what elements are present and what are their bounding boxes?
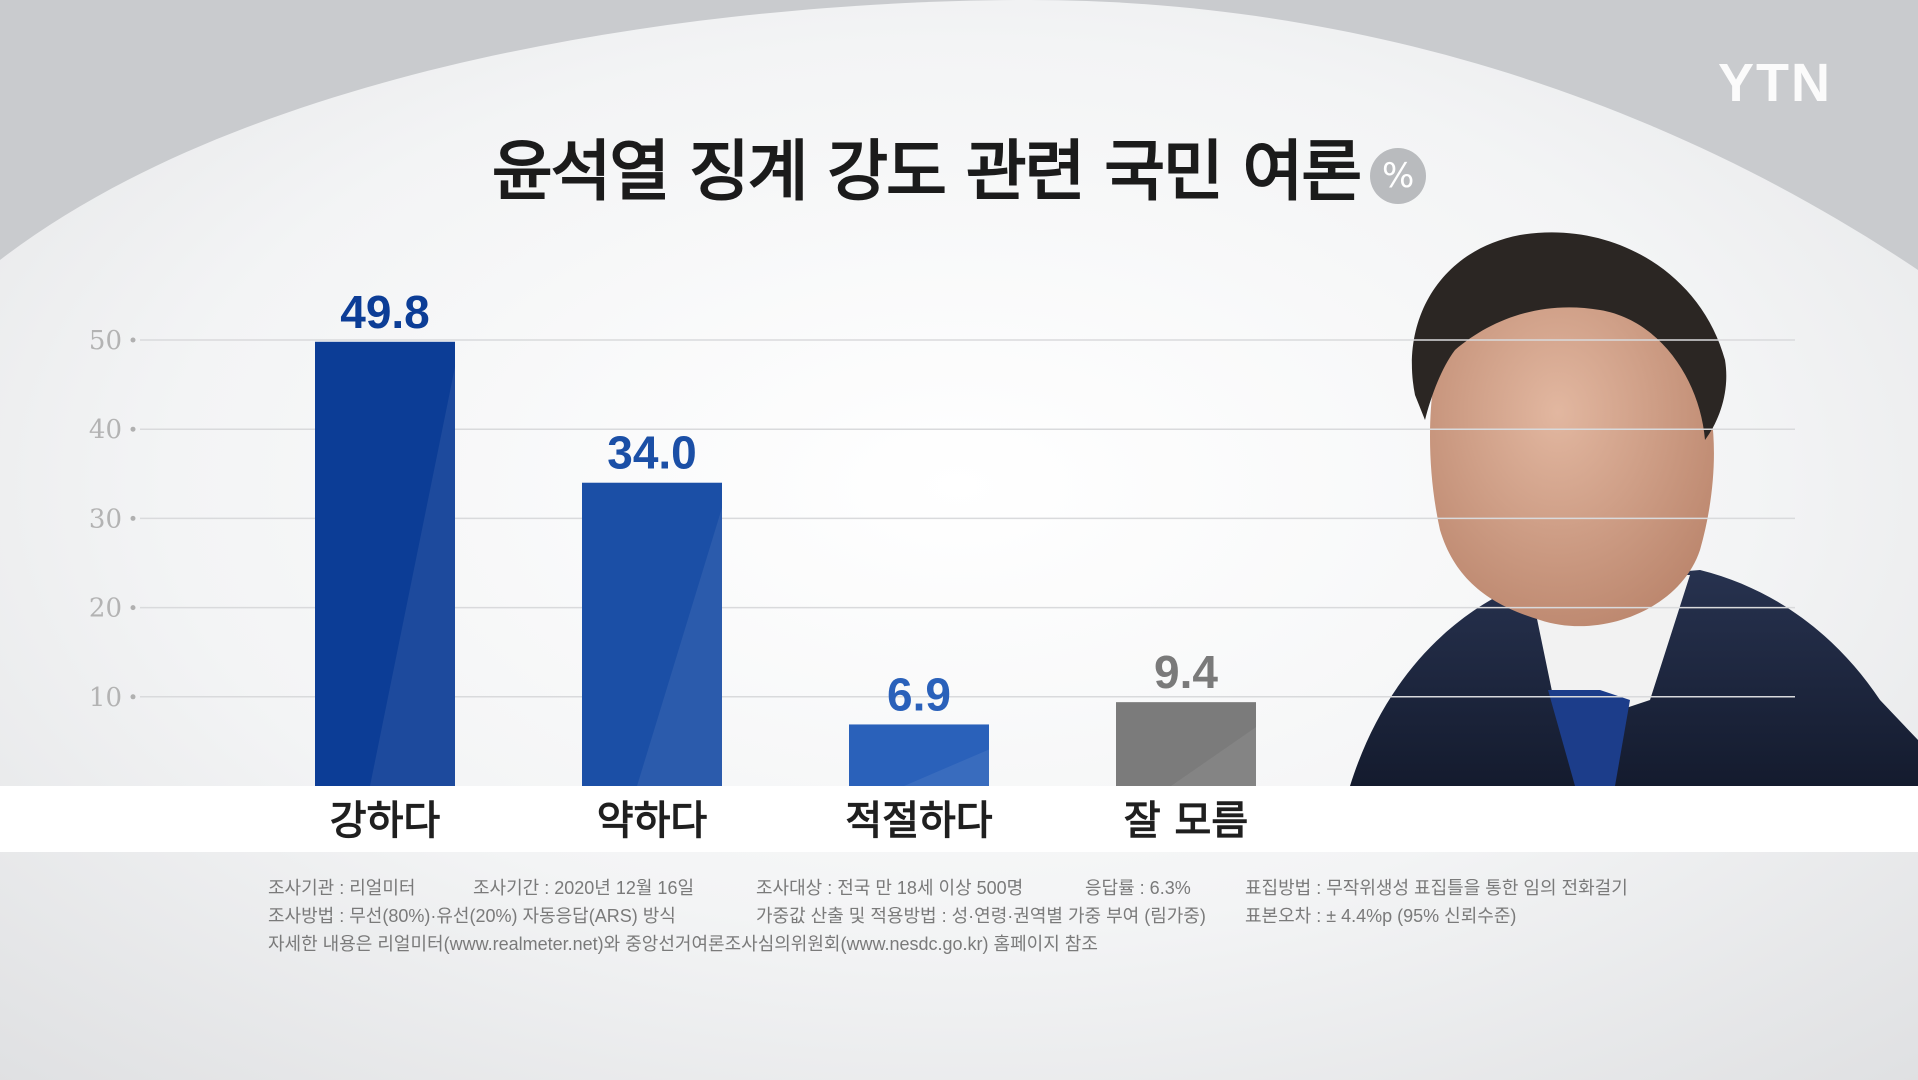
bar-highlight	[904, 749, 989, 786]
survey-method: 조사방법 : 무선(80%)·유선(20%) 자동응답(ARS) 방식	[268, 906, 676, 926]
category-label: 약하다	[597, 798, 708, 844]
survey-agency: 조사기관 : 리얼미터	[268, 878, 416, 898]
sampling-error: 표본오차 : ± 4.4%p (95% 신뢰수준)	[1245, 906, 1517, 926]
sampling-method: 표집방법 : 무작위생성 표집틀을 통한 임의 전화걸기	[1245, 878, 1628, 898]
y-tick-label: 10	[89, 683, 122, 713]
y-tick-dot	[130, 426, 136, 432]
bar-highlight	[370, 366, 455, 786]
weighting-method: 가중값 산출 및 적용방법 : 성·연령·권역별 가중 부여 (림가중)	[756, 906, 1206, 926]
portrait-photo	[1350, 232, 1918, 786]
y-tick-dot	[130, 337, 136, 343]
data-label: 9.4	[1154, 646, 1218, 698]
y-tick-label: 30	[89, 504, 122, 534]
y-tick-dot	[130, 694, 136, 700]
response-rate: 응답률 : 6.3%	[1085, 878, 1191, 898]
bar-highlight	[1171, 727, 1256, 786]
bar	[582, 482, 722, 786]
y-tick-dot	[130, 515, 136, 521]
category-label: 강하다	[330, 798, 441, 844]
y-tick-dot	[130, 605, 136, 611]
bar-highlight	[637, 507, 722, 786]
data-label: 49.8	[340, 286, 430, 338]
y-tick-label: 50	[89, 326, 122, 356]
data-label: 6.9	[887, 668, 951, 720]
survey-target: 조사대상 : 전국 만 18세 이상 500명	[756, 878, 1024, 898]
percent-unit-badge: %	[1370, 147, 1427, 204]
chart-title-text: 윤석열 징계 강도 관련 국민 여론	[491, 133, 1362, 210]
category-label: 적절하다	[845, 798, 992, 844]
survey-period: 조사기간 : 2020년 12월 16일	[473, 878, 695, 898]
bar	[1116, 702, 1256, 786]
data-label: 34.0	[607, 427, 697, 479]
bar	[315, 341, 455, 786]
chart-title: 윤석열 징계 강도 관련 국민 여론%	[0, 118, 1918, 214]
bar	[849, 724, 989, 786]
category-label: 잘 모름	[1124, 798, 1248, 844]
reference-note: 자세한 내용은 리얼미터(www.realmeter.net)와 중앙선거여론조…	[268, 934, 1098, 954]
ytn-logo: YTN	[1718, 53, 1832, 113]
y-tick-label: 20	[89, 594, 122, 624]
category-label-band	[0, 786, 1918, 852]
y-tick-label: 40	[89, 415, 122, 445]
